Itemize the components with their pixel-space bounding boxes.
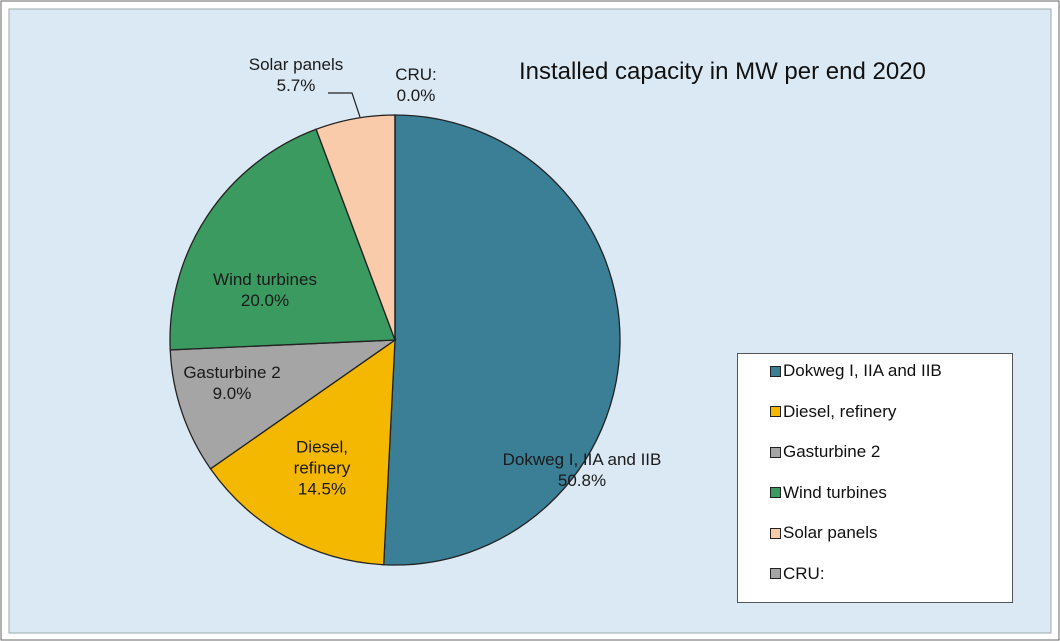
legend-item: CRU:: [770, 564, 825, 584]
label-value: 50.8%: [557, 471, 607, 490]
legend: Dokweg I, IIA and IIB Diesel, refinery Gas…: [737, 353, 1013, 603]
legend-swatch: [770, 487, 781, 498]
label-category: CRU:: [395, 65, 437, 84]
data-label: CRU: 0.0%: [376, 64, 456, 106]
chart-title: Installed capacity in MW per end 2020: [519, 58, 926, 85]
legend-swatch: [770, 406, 781, 417]
legend-item: Solar panels: [770, 523, 878, 543]
legend-item: Wind turbines: [770, 483, 887, 503]
legend-swatch: [770, 527, 781, 539]
pie-slice: [209, 338, 396, 566]
label-category: Solar panels: [248, 55, 344, 74]
data-label: Diesel, refinery 14.5%: [272, 437, 372, 500]
legend-swatch: [770, 568, 781, 579]
data-label: Wind turbines 20.0%: [180, 269, 350, 311]
label-category: Gasturbine 2: [183, 363, 281, 382]
legend-label: Gasturbine 2: [783, 442, 881, 461]
legend-item: Gasturbine 2: [770, 442, 880, 462]
data-label: Gasturbine 2 9.0%: [152, 362, 312, 404]
legend-label: Wind turbines: [783, 482, 887, 502]
pie-slice: [169, 339, 398, 470]
data-label: Dokweg I, IIA and IIB 50.8%: [482, 449, 682, 491]
leader-line: [328, 92, 361, 118]
label-value: 5.7%: [276, 76, 316, 95]
pie-slice: [383, 114, 621, 566]
legend-item: Dokweg I, IIA and IIB: [770, 361, 942, 381]
data-label: Solar panels 5.7%: [226, 54, 366, 96]
label-value: 0.0%: [396, 86, 436, 105]
legend-label: Dokweg I, IIA and IIB: [783, 361, 942, 380]
legend-item: Diesel, refinery: [770, 402, 896, 422]
label-value: 14.5%: [297, 479, 347, 499]
pie: [169, 114, 621, 566]
label-category: Wind turbines: [213, 270, 317, 289]
legend-label: Solar panels: [783, 523, 878, 542]
legend-swatch: [770, 446, 781, 458]
pie-slice: [169, 128, 396, 351]
legend-label: CRU:: [783, 563, 825, 583]
label-value: 9.0%: [212, 384, 252, 403]
label-category: Diesel, refinery: [293, 437, 351, 478]
label-value: 20.0%: [240, 291, 290, 310]
legend-swatch: [770, 365, 781, 377]
legend-label: Diesel, refinery: [783, 401, 897, 421]
label-category: Dokweg I, IIA and IIB: [502, 450, 662, 469]
